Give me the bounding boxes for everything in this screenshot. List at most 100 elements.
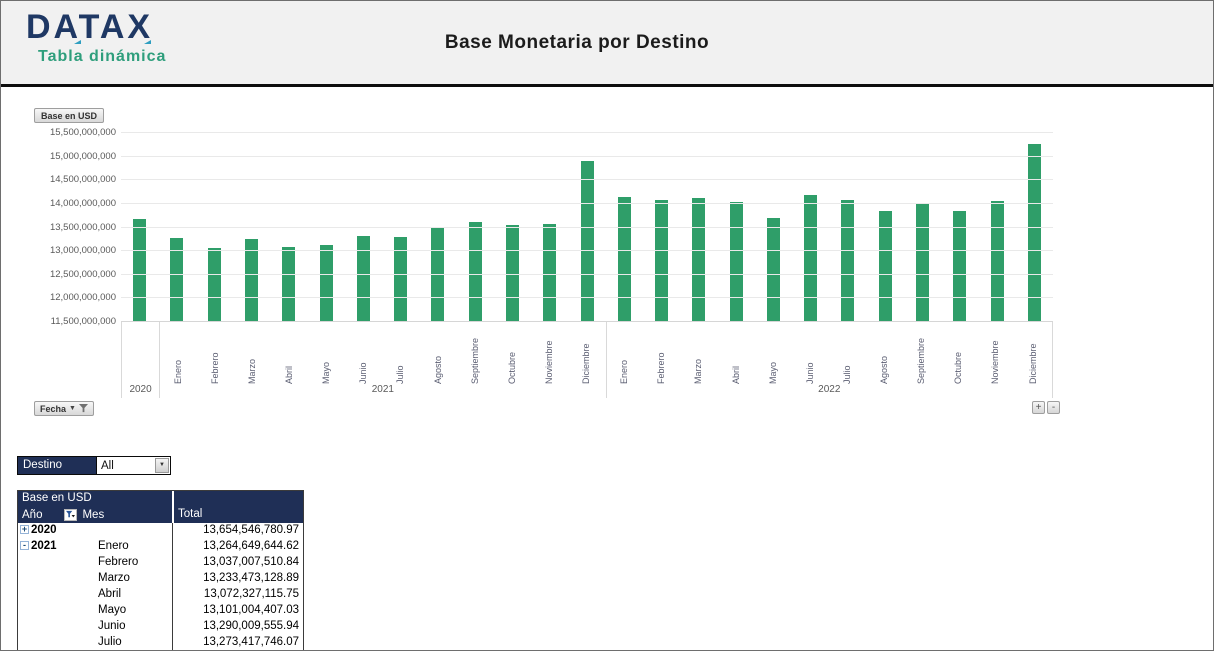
header-bar: DATAX Tabla dinámica Base Monetaria por … <box>1 1 1213 87</box>
destino-filter-label: Destino <box>17 456 97 475</box>
destino-filter-value: All <box>101 459 114 472</box>
year-axis-label: 2021 <box>371 384 394 395</box>
collapse-detail-button[interactable]: - <box>1047 401 1060 414</box>
x-tick-slot: Septiembre <box>904 322 941 384</box>
bar <box>319 245 333 321</box>
expand-row-icon[interactable]: + <box>20 524 29 534</box>
bar <box>878 210 892 321</box>
total-cell: 13,273,417,746.07 <box>203 636 299 648</box>
x-tick-label: Enero <box>172 359 183 384</box>
table-row: Mayo 13,101,004,407.03 <box>18 603 303 619</box>
bar <box>282 246 296 321</box>
x-tick-label: Marzo <box>693 358 704 384</box>
month-cell: Mayo <box>98 604 127 616</box>
y-tick-label: 15,500,000,000 <box>49 127 116 138</box>
x-tick-slot: Febrero <box>644 322 681 384</box>
x-tick-slot: Febrero <box>197 322 234 384</box>
pivot-table: Base en USD Año Mes Total +2020 13,654,54… <box>17 490 304 650</box>
chart-axis-field-button[interactable]: Fecha ▼ <box>34 401 94 416</box>
total-column-header: Total <box>178 508 203 520</box>
bar <box>543 223 557 321</box>
bar <box>207 248 221 321</box>
gridline <box>121 155 1053 157</box>
filter-funnel-icon <box>78 404 88 413</box>
y-tick-label: 13,000,000,000 <box>49 245 116 257</box>
pivot-title: Base en USD <box>22 492 92 504</box>
column-divider <box>172 555 173 571</box>
bar <box>916 203 930 321</box>
bar-slot <box>531 132 568 321</box>
total-cell: 13,654,546,780.97 <box>203 524 299 536</box>
year-cell: 2020 <box>31 524 57 536</box>
table-row: Marzo 13,233,473,128.89 <box>18 571 303 587</box>
destino-filter-value-cell[interactable]: All ▼ <box>97 456 171 475</box>
year-cell: 2021 <box>31 540 57 552</box>
x-tick-label: Agosto <box>879 355 890 384</box>
x-tick-slot <box>122 322 159 384</box>
x-tick-label: Julio <box>395 365 406 384</box>
destino-dropdown-button[interactable]: ▼ <box>155 458 169 473</box>
x-tick-label: Julio <box>841 365 852 384</box>
x-tick-label: Junio <box>804 362 815 384</box>
bar-slot <box>792 132 829 321</box>
x-tick-slot: Septiembre <box>457 322 494 384</box>
bar <box>692 197 706 321</box>
logo: DATAX Tabla dinámica <box>26 9 166 66</box>
bar <box>133 219 147 321</box>
bar-group-2021 <box>158 132 605 321</box>
bar-slot <box>643 132 680 321</box>
x-tick-slot: Diciembre <box>569 322 606 384</box>
total-cell: 13,264,649,644.62 <box>203 540 299 552</box>
chart-value-field-button[interactable]: Base en USD <box>34 108 105 123</box>
x-tick-slot: Julio <box>829 322 866 384</box>
bar-slot <box>941 132 978 321</box>
bar-slot <box>270 132 307 321</box>
expand-detail-button[interactable]: + <box>1032 401 1045 414</box>
x-tick-slot: Abril <box>718 322 755 384</box>
bar <box>617 197 631 321</box>
bar-slot <box>867 132 904 321</box>
column-divider <box>172 507 174 523</box>
x-tick-label: Agosto <box>432 355 443 384</box>
gridline <box>121 132 1053 133</box>
bar-slot <box>121 132 158 321</box>
axis-group-2021: Enero Febrero Marzo Abril Mayo Junio Julio Agos… <box>159 322 605 398</box>
x-axis-area: 2020 Enero Febrero Marzo Abril Mayo Junio Julio… <box>121 321 1053 398</box>
destino-filter: Destino All ▼ <box>17 456 171 475</box>
axis-field-label: Fecha <box>40 403 67 414</box>
column-divider <box>172 523 173 539</box>
month-cell: Junio <box>98 620 126 632</box>
bar-slot <box>494 132 531 321</box>
month-cell: Marzo <box>98 572 130 584</box>
table-row: Abril 13,072,327,115.75 <box>18 587 303 603</box>
x-tick-label: Mayo <box>767 361 778 384</box>
bar-slot <box>904 132 941 321</box>
bar <box>505 224 519 321</box>
bar-slot <box>345 132 382 321</box>
pivot-title-row: Base en USD <box>18 491 303 507</box>
x-tick-slot: Marzo <box>234 322 271 384</box>
logo-accent-icon <box>144 40 151 44</box>
autofilter-icon[interactable] <box>64 509 78 521</box>
y-tick-label: 13,500,000,000 <box>49 221 116 233</box>
y-tick-label: 12,000,000,000 <box>49 292 116 304</box>
bar <box>990 200 1004 321</box>
bar <box>356 236 370 321</box>
x-tick-label: Mayo <box>321 361 332 384</box>
x-tick-label: Febrero <box>209 352 220 384</box>
y-tick-label: 14,000,000,000 <box>49 197 116 209</box>
bar <box>394 237 408 321</box>
plot-area <box>121 132 1053 322</box>
logo-accent-icon <box>74 40 81 44</box>
chevron-down-icon: ▼ <box>69 405 76 412</box>
gridline <box>121 202 1053 204</box>
bar-slot <box>568 132 605 321</box>
collapse-row-icon[interactable]: - <box>20 541 29 550</box>
bar-slot <box>1016 132 1053 321</box>
column-divider <box>172 587 173 603</box>
table-row: Febrero 13,037,007,510.84 <box>18 555 303 571</box>
bar-slot <box>978 132 1015 321</box>
x-tick-slot: Octubre <box>494 322 531 384</box>
x-tick-slot: Junio <box>346 322 383 384</box>
